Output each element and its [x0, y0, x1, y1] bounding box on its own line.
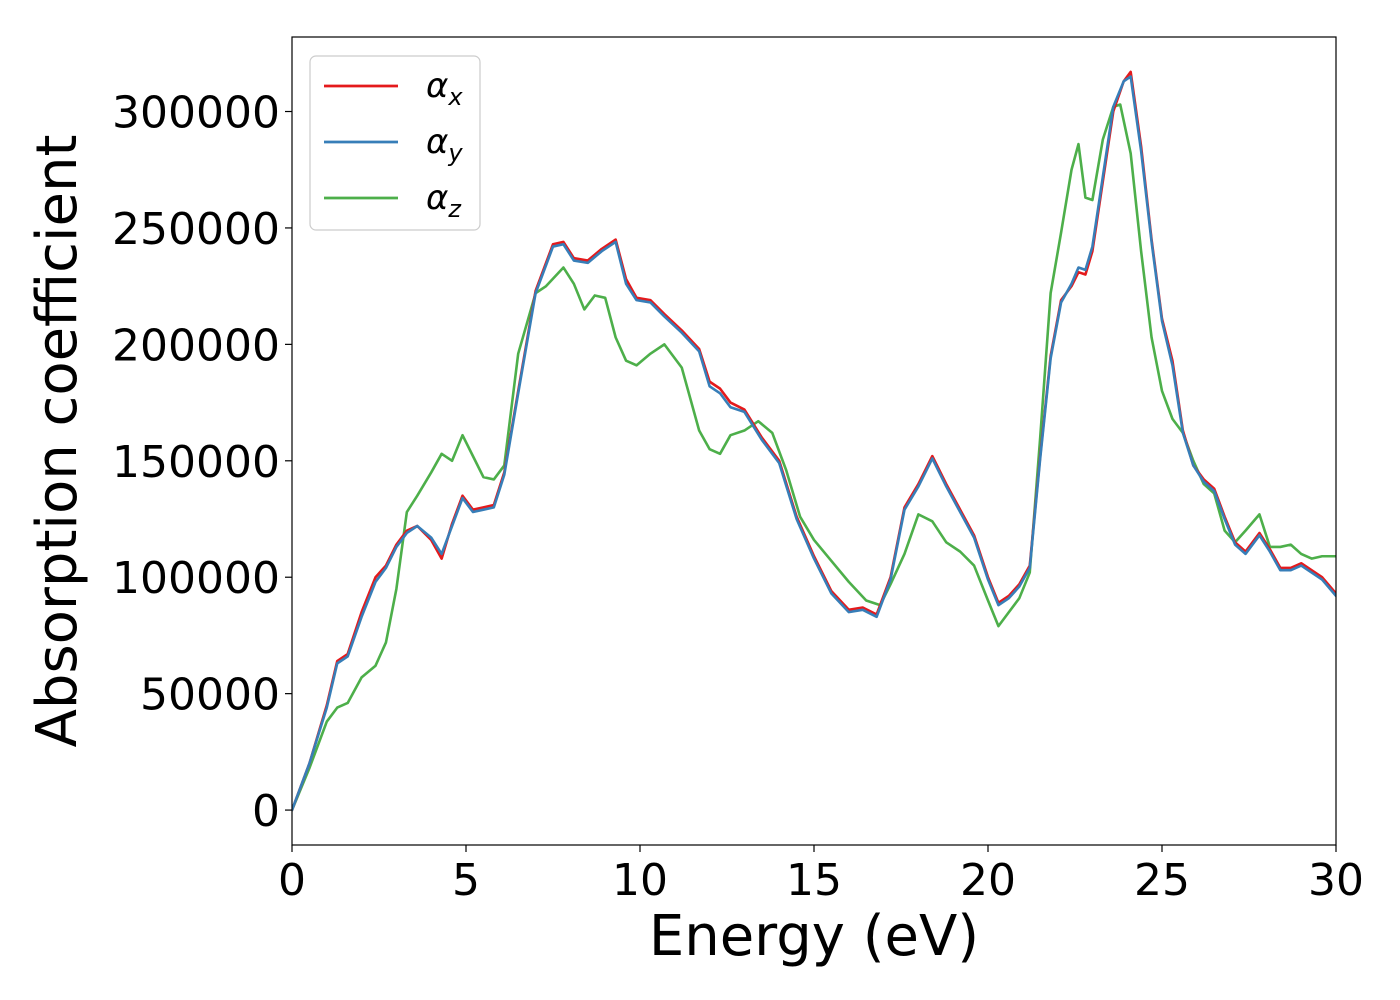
x-tick-label: 0 [278, 855, 306, 906]
y-axis-ticks: 0 50000 100000 150000 200000 250000 300000 [112, 88, 292, 837]
x-axis-title: Energy (eV) [649, 904, 979, 969]
x-tick-label: 15 [786, 855, 842, 906]
x-tick-label: 25 [1134, 855, 1190, 906]
x-tick-label: 10 [612, 855, 668, 906]
y-tick-label: 150000 [112, 437, 280, 488]
plot-area [292, 70, 1336, 812]
y-tick-label: 0 [252, 786, 280, 837]
x-axis-ticks: 0 5 10 15 20 25 30 [278, 845, 1364, 906]
x-tick-label: 5 [452, 855, 480, 906]
series-line-alpha-y [292, 75, 1336, 812]
x-tick-label: 20 [960, 855, 1016, 906]
legend: αx αy αz [309, 55, 481, 231]
legend-label-alpha-z: αz [426, 178, 462, 223]
y-tick-label: 250000 [112, 204, 280, 255]
legend-label-alpha-x: αx [426, 66, 463, 111]
x-tick-label: 30 [1308, 855, 1364, 906]
y-axis-title: Absorption coefficient [25, 135, 90, 748]
y-tick-label: 200000 [112, 320, 280, 371]
legend-label-alpha-y: αy [426, 122, 463, 167]
y-tick-label: 50000 [140, 670, 280, 721]
y-tick-label: 300000 [112, 88, 280, 139]
series-line-alpha-z [292, 103, 1336, 812]
y-tick-label: 100000 [112, 553, 280, 604]
